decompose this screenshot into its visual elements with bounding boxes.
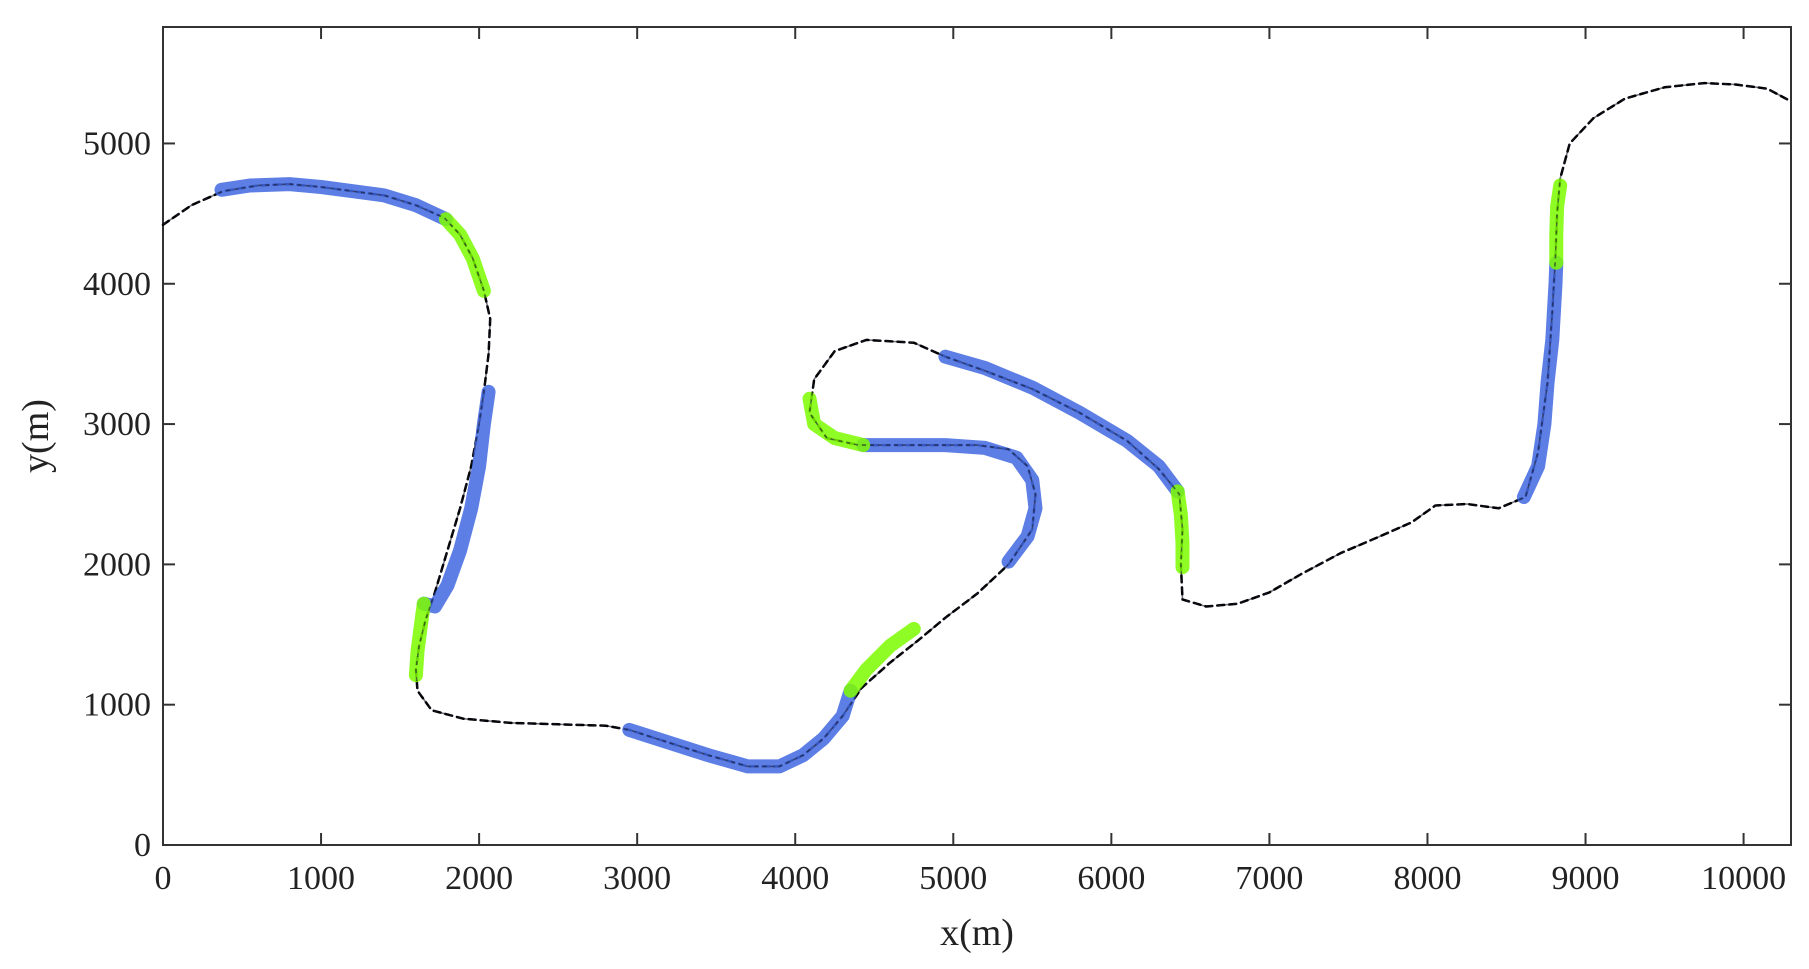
- x-tick-label: 8000: [1393, 860, 1461, 897]
- y-tick-label: 1000: [83, 687, 151, 724]
- y-tick-label: 4000: [83, 266, 151, 303]
- green-segment-8: [802, 391, 871, 453]
- x-tick-label: 0: [155, 860, 172, 897]
- x-tick-label: 9000: [1552, 860, 1620, 897]
- x-axis-label: x(m): [940, 912, 1014, 954]
- blue-segment-11: [1516, 255, 1564, 504]
- blue-segment-3: [416, 384, 496, 614]
- x-tick-label: 1000: [287, 860, 355, 897]
- y-tick-label: 5000: [83, 125, 151, 162]
- y-axis-ticks: 0 1000 2000 3000 4000 5000: [83, 125, 1791, 864]
- x-tick-label: 7000: [1235, 860, 1303, 897]
- x-tick-label: 4000: [761, 860, 829, 897]
- green-segment-6: [843, 621, 921, 698]
- x-tick-label: 5000: [919, 860, 987, 897]
- x-tick-label: 2000: [445, 860, 513, 897]
- x-axis-ticks: 0 1000 2000 3000 4000 5000 6000 7000 8000 9000 100…: [155, 27, 1786, 897]
- y-tick-label: 2000: [83, 546, 151, 583]
- y-tick-label: 0: [134, 827, 151, 864]
- y-axis-label: y(m): [15, 399, 57, 473]
- plot-area-frame: [162, 26, 1792, 846]
- series-layer: [161, 81, 1793, 774]
- green-segment-10: [1170, 484, 1190, 575]
- x-tick-label: 10000: [1701, 860, 1786, 897]
- y-tick-label: 3000: [83, 406, 151, 443]
- x-tick-label: 6000: [1077, 860, 1145, 897]
- x-tick-label: 3000: [603, 860, 671, 897]
